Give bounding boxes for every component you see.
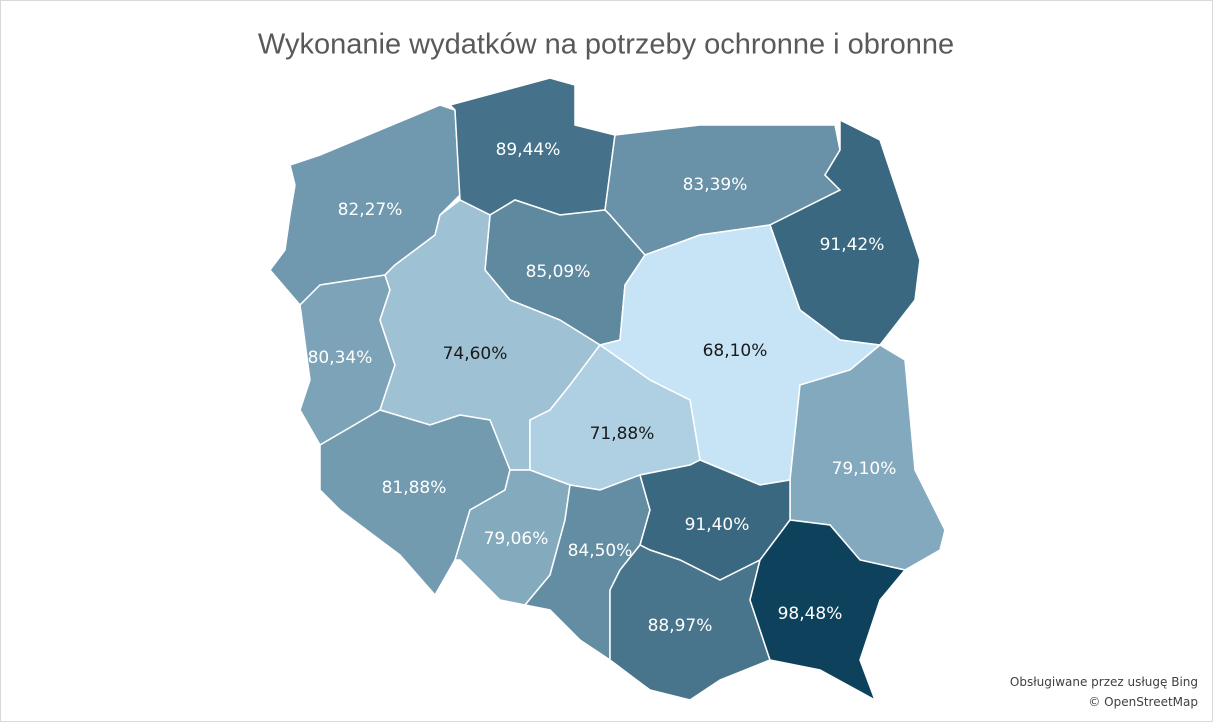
value-label: 85,09% <box>526 262 591 282</box>
value-label: 98,48% <box>778 604 843 624</box>
region <box>453 469 571 606</box>
chart-title: Wykonanie wydatków na potrzeby ochronne … <box>258 29 954 61</box>
regions <box>269 77 946 702</box>
value-label: 82,27% <box>338 200 403 220</box>
value-label: 84,50% <box>568 541 633 561</box>
value-label: 91,40% <box>685 515 750 535</box>
value-label: 71,88% <box>590 424 655 444</box>
value-label: 79,06% <box>484 529 549 549</box>
value-label: 89,44% <box>496 140 561 160</box>
value-label: 80,34% <box>308 348 373 368</box>
value-label: 83,39% <box>683 175 748 195</box>
value-label: 79,10% <box>832 459 897 479</box>
attribution: © OpenStreetMap <box>1088 695 1198 709</box>
value-label: 88,97% <box>648 616 713 636</box>
region <box>749 519 907 702</box>
value-label: 68,10% <box>703 341 768 361</box>
value-label: 91,42% <box>820 235 885 255</box>
value-label: 81,88% <box>382 478 447 498</box>
value-label: 74,60% <box>443 344 508 364</box>
labels: 82,27% 89,44% 83,39% 91,42% 85,09% 80,34% 74,6… <box>308 140 897 636</box>
attribution: Obsługiwane przez usługę Bing <box>1010 675 1198 689</box>
